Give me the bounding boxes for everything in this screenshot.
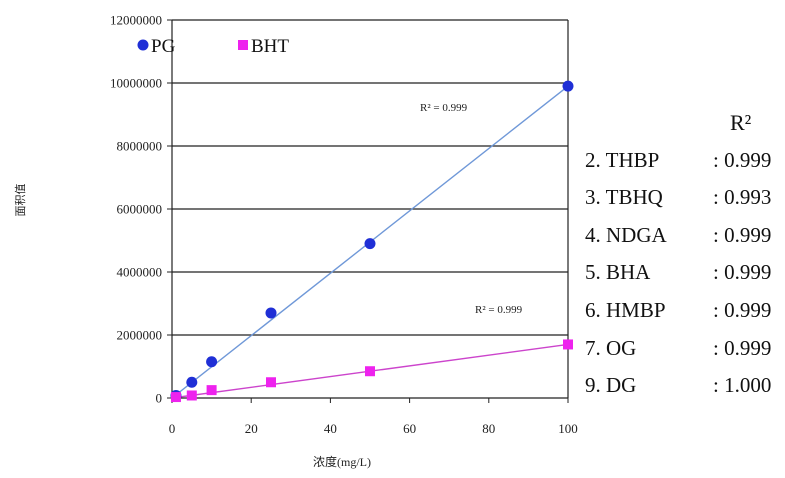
data-point-bht	[170, 392, 181, 403]
data-point-bht	[365, 366, 375, 377]
grid	[172, 19, 568, 336]
data-point-pg	[265, 307, 277, 319]
x-tick-label: 80	[482, 421, 495, 436]
y-tick-label: 4000000	[117, 265, 163, 280]
r2-row: 6. HMBP : 0.999	[585, 298, 785, 328]
r2-compound: 4. NDGA	[585, 223, 667, 247]
chart-labels: 浓度(mg/L) 面积值 R² = 0.999 R² = 0.999	[14, 102, 523, 469]
data-points	[170, 80, 574, 403]
data-point-bht	[266, 377, 276, 388]
axes: 0 2000000 4000000 6000000 8000000 10000000 120…	[110, 13, 578, 437]
r2-compound: 5. BHA	[585, 260, 651, 284]
legend-label-bht: BHT	[251, 36, 289, 57]
data-point-bht	[186, 390, 197, 401]
r2-row: 3. TBHQ : 0.993	[585, 185, 785, 215]
legend-label-pg: PG	[151, 36, 176, 57]
data-point-bht	[206, 385, 217, 396]
r2-value: : 0.999	[713, 260, 772, 284]
data-point-pg	[364, 238, 376, 250]
r2-compound: 7. OG	[585, 336, 637, 360]
y-tick-label: 0	[156, 391, 163, 406]
legend: PG BHT	[137, 36, 289, 57]
r2-row: 2. THBP : 0.999	[585, 148, 785, 178]
r2-compound: 2. THBP	[585, 148, 660, 172]
r2-value: : 0.999	[713, 298, 772, 322]
r2-compound: 9. DG	[585, 373, 637, 397]
data-point-pg	[562, 80, 574, 92]
r2-row: 9. DG : 1.000	[585, 373, 785, 403]
y-axis-label: 面积值	[14, 184, 27, 217]
r2-annotation-pg: R² = 0.999	[420, 102, 468, 114]
y-tick-label: 10000000	[110, 76, 162, 91]
y-tick-label: 6000000	[117, 202, 163, 217]
r2-value: : 0.993	[713, 185, 772, 209]
legend-marker-bht	[238, 40, 248, 50]
r2-value: : 1.000	[713, 373, 772, 397]
x-axis-label: 浓度(mg/L)	[313, 454, 371, 469]
x-tick-label: 100	[558, 421, 578, 436]
r2-table-title: R²	[730, 110, 752, 135]
r2-row: 5. BHA : 0.999	[585, 260, 785, 290]
r2-row: 4. NDGA : 0.999	[585, 223, 785, 253]
x-tick-label: 0	[169, 421, 176, 436]
r2-compound: 6. HMBP	[585, 298, 666, 322]
data-point-bht	[563, 339, 573, 350]
legend-marker-pg	[137, 39, 149, 51]
y-tick-label: 2000000	[117, 328, 163, 343]
r2-row: 7. OG : 0.999	[585, 336, 785, 366]
data-point-pg	[206, 356, 218, 368]
r2-value: : 0.999	[713, 223, 772, 247]
y-tick-label: 12000000	[110, 13, 162, 28]
r2-compound: 3. TBHQ	[585, 185, 663, 209]
x-tick-label: 40	[324, 421, 337, 436]
x-tick-label: 60	[403, 421, 416, 436]
data-point-pg	[186, 376, 198, 388]
r2-value: : 0.999	[713, 336, 772, 360]
r2-value: : 0.999	[713, 148, 772, 172]
r2-annotation-bht: R² = 0.999	[475, 304, 523, 316]
x-tick-label: 20	[245, 421, 258, 436]
y-tick-label: 8000000	[117, 139, 163, 154]
